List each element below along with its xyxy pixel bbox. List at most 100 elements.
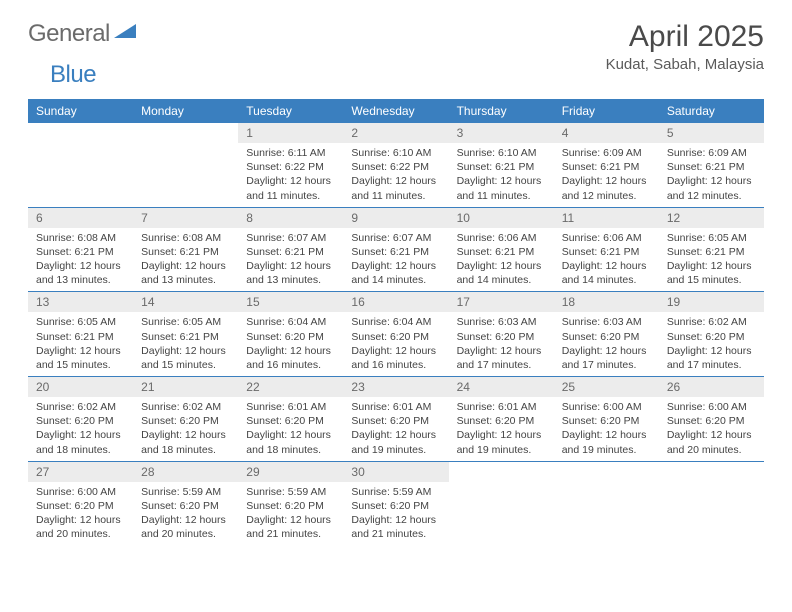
day-details: Sunrise: 6:09 AMSunset: 6:21 PMDaylight:…	[554, 143, 659, 207]
calendar-day-cell: 24Sunrise: 6:01 AMSunset: 6:20 PMDayligh…	[449, 377, 554, 462]
day-detail-line: Daylight: 12 hours	[667, 344, 756, 358]
day-detail-line: and 14 minutes.	[351, 273, 440, 287]
day-number: 28	[133, 462, 238, 482]
day-detail-line: Sunset: 6:20 PM	[667, 414, 756, 428]
day-detail-line: Sunrise: 6:10 AM	[457, 146, 546, 160]
day-detail-line: Sunrise: 6:07 AM	[246, 231, 335, 245]
day-detail-line: Daylight: 12 hours	[141, 428, 230, 442]
day-detail-line: Sunrise: 6:11 AM	[246, 146, 335, 160]
day-detail-line: and 20 minutes.	[36, 527, 125, 541]
day-detail-line: and 13 minutes.	[141, 273, 230, 287]
day-detail-line: Sunrise: 6:01 AM	[246, 400, 335, 414]
day-details: Sunrise: 6:00 AMSunset: 6:20 PMDaylight:…	[659, 397, 764, 461]
day-detail-line: Daylight: 12 hours	[562, 259, 651, 273]
day-detail-line: and 14 minutes.	[457, 273, 546, 287]
calendar-day-cell: 19Sunrise: 6:02 AMSunset: 6:20 PMDayligh…	[659, 292, 764, 377]
day-detail-line: and 18 minutes.	[246, 443, 335, 457]
calendar-day-cell: 14Sunrise: 6:05 AMSunset: 6:21 PMDayligh…	[133, 292, 238, 377]
day-number: 12	[659, 208, 764, 228]
day-detail-line: and 11 minutes.	[351, 189, 440, 203]
day-detail-line: Daylight: 12 hours	[667, 428, 756, 442]
day-detail-line: Sunset: 6:20 PM	[246, 330, 335, 344]
day-number	[28, 123, 133, 129]
calendar-day-cell: 7Sunrise: 6:08 AMSunset: 6:21 PMDaylight…	[133, 207, 238, 292]
day-detail-line: and 20 minutes.	[667, 443, 756, 457]
weekday-header: Wednesday	[343, 99, 448, 123]
calendar-header-row: SundayMondayTuesdayWednesdayThursdayFrid…	[28, 99, 764, 123]
day-detail-line: Sunrise: 6:02 AM	[141, 400, 230, 414]
day-detail-line: and 11 minutes.	[246, 189, 335, 203]
day-detail-line: Sunrise: 6:10 AM	[351, 146, 440, 160]
day-number: 18	[554, 292, 659, 312]
day-detail-line: Sunset: 6:22 PM	[351, 160, 440, 174]
day-detail-line: Sunset: 6:21 PM	[351, 245, 440, 259]
day-detail-line: Sunrise: 6:08 AM	[36, 231, 125, 245]
day-number: 7	[133, 208, 238, 228]
day-details: Sunrise: 6:04 AMSunset: 6:20 PMDaylight:…	[343, 312, 448, 376]
day-detail-line: Sunrise: 6:09 AM	[667, 146, 756, 160]
calendar-day-cell: 30Sunrise: 5:59 AMSunset: 6:20 PMDayligh…	[343, 461, 448, 545]
calendar-day-cell: 23Sunrise: 6:01 AMSunset: 6:20 PMDayligh…	[343, 377, 448, 462]
day-detail-line: Sunset: 6:21 PM	[562, 160, 651, 174]
day-detail-line: Sunrise: 6:03 AM	[562, 315, 651, 329]
day-number: 26	[659, 377, 764, 397]
day-detail-line: Sunset: 6:20 PM	[457, 330, 546, 344]
day-detail-line: Daylight: 12 hours	[246, 344, 335, 358]
calendar-week-row: 20Sunrise: 6:02 AMSunset: 6:20 PMDayligh…	[28, 377, 764, 462]
day-detail-line: and 15 minutes.	[141, 358, 230, 372]
day-detail-line: and 12 minutes.	[667, 189, 756, 203]
day-detail-line: Sunrise: 6:01 AM	[457, 400, 546, 414]
day-detail-line: Daylight: 12 hours	[667, 174, 756, 188]
day-detail-line: Sunrise: 6:00 AM	[562, 400, 651, 414]
day-number: 5	[659, 123, 764, 143]
day-detail-line: Sunrise: 6:04 AM	[351, 315, 440, 329]
day-detail-line: Daylight: 12 hours	[457, 428, 546, 442]
title-block: April 2025 Kudat, Sabah, Malaysia	[606, 20, 764, 73]
logo: General	[28, 20, 138, 48]
day-detail-line: and 17 minutes.	[562, 358, 651, 372]
day-number: 16	[343, 292, 448, 312]
calendar-day-cell: 6Sunrise: 6:08 AMSunset: 6:21 PMDaylight…	[28, 207, 133, 292]
day-detail-line: Sunrise: 6:06 AM	[457, 231, 546, 245]
day-detail-line: Sunrise: 6:05 AM	[141, 315, 230, 329]
day-number: 30	[343, 462, 448, 482]
day-details: Sunrise: 6:10 AMSunset: 6:21 PMDaylight:…	[449, 143, 554, 207]
day-detail-line: Daylight: 12 hours	[246, 513, 335, 527]
day-detail-line: Daylight: 12 hours	[141, 513, 230, 527]
month-title: April 2025	[606, 20, 764, 54]
day-detail-line: and 16 minutes.	[246, 358, 335, 372]
day-detail-line: Daylight: 12 hours	[246, 259, 335, 273]
day-detail-line: Sunset: 6:22 PM	[246, 160, 335, 174]
day-detail-line: and 17 minutes.	[457, 358, 546, 372]
day-detail-line: Sunrise: 6:04 AM	[246, 315, 335, 329]
calendar-day-cell: 9Sunrise: 6:07 AMSunset: 6:21 PMDaylight…	[343, 207, 448, 292]
calendar-day-cell	[554, 461, 659, 545]
calendar-table: SundayMondayTuesdayWednesdayThursdayFrid…	[28, 99, 764, 545]
day-detail-line: and 21 minutes.	[246, 527, 335, 541]
day-detail-line: Sunset: 6:21 PM	[246, 245, 335, 259]
day-detail-line: Daylight: 12 hours	[562, 174, 651, 188]
calendar-week-row: 6Sunrise: 6:08 AMSunset: 6:21 PMDaylight…	[28, 207, 764, 292]
day-details: Sunrise: 6:03 AMSunset: 6:20 PMDaylight:…	[449, 312, 554, 376]
day-detail-line: Sunset: 6:20 PM	[36, 414, 125, 428]
day-number: 1	[238, 123, 343, 143]
day-detail-line: Sunset: 6:20 PM	[457, 414, 546, 428]
day-detail-line: Sunset: 6:20 PM	[351, 499, 440, 513]
logo-text-blue: Blue	[50, 61, 96, 88]
day-detail-line: Sunset: 6:20 PM	[562, 330, 651, 344]
calendar-day-cell: 16Sunrise: 6:04 AMSunset: 6:20 PMDayligh…	[343, 292, 448, 377]
day-detail-line: Sunrise: 6:00 AM	[36, 485, 125, 499]
calendar-day-cell: 4Sunrise: 6:09 AMSunset: 6:21 PMDaylight…	[554, 123, 659, 207]
day-detail-line: Sunrise: 5:59 AM	[141, 485, 230, 499]
day-detail-line: and 19 minutes.	[457, 443, 546, 457]
day-detail-line: Sunrise: 6:02 AM	[667, 315, 756, 329]
day-details: Sunrise: 6:01 AMSunset: 6:20 PMDaylight:…	[343, 397, 448, 461]
day-details: Sunrise: 6:08 AMSunset: 6:21 PMDaylight:…	[133, 228, 238, 292]
day-detail-line: Sunset: 6:20 PM	[141, 499, 230, 513]
day-detail-line: Daylight: 12 hours	[351, 344, 440, 358]
calendar-day-cell: 17Sunrise: 6:03 AMSunset: 6:20 PMDayligh…	[449, 292, 554, 377]
day-details: Sunrise: 6:06 AMSunset: 6:21 PMDaylight:…	[449, 228, 554, 292]
day-detail-line: Sunrise: 6:07 AM	[351, 231, 440, 245]
weekday-header: Saturday	[659, 99, 764, 123]
day-detail-line: Sunset: 6:21 PM	[36, 245, 125, 259]
